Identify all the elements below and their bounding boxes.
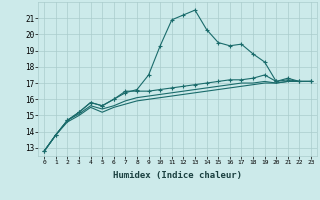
X-axis label: Humidex (Indice chaleur): Humidex (Indice chaleur) — [113, 171, 242, 180]
